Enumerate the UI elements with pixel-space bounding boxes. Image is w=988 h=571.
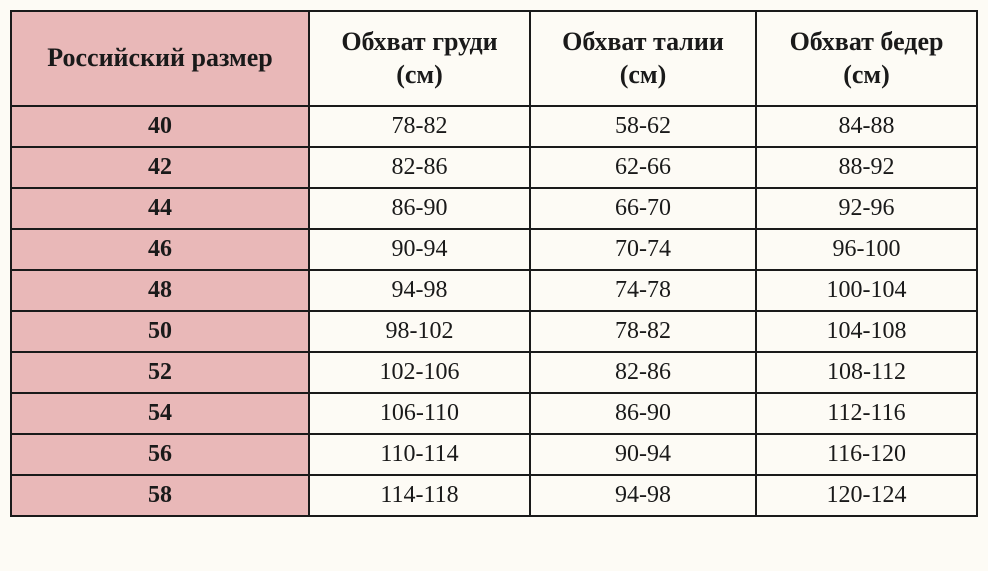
cell-chest: 82-86 [309,147,530,188]
table-row: 44 86-90 66-70 92-96 [11,188,977,229]
cell-waist: 70-74 [530,229,756,270]
cell-size: 48 [11,270,309,311]
size-chart-table: Российский размер Обхват груди (см) Обхв… [10,10,978,517]
cell-size: 50 [11,311,309,352]
cell-size: 46 [11,229,309,270]
cell-chest: 78-82 [309,106,530,147]
cell-hips: 112-116 [756,393,977,434]
cell-waist: 78-82 [530,311,756,352]
cell-hips: 88-92 [756,147,977,188]
cell-size: 42 [11,147,309,188]
col-header-hips: Обхват бедер (см) [756,11,977,106]
cell-size: 52 [11,352,309,393]
cell-waist: 90-94 [530,434,756,475]
cell-waist: 82-86 [530,352,756,393]
cell-hips: 104-108 [756,311,977,352]
cell-waist: 58-62 [530,106,756,147]
cell-hips: 120-124 [756,475,977,516]
cell-hips: 108-112 [756,352,977,393]
table-row: 48 94-98 74-78 100-104 [11,270,977,311]
cell-hips: 96-100 [756,229,977,270]
cell-size: 58 [11,475,309,516]
col-header-waist: Обхват талии (см) [530,11,756,106]
table-row: 50 98-102 78-82 104-108 [11,311,977,352]
cell-waist: 62-66 [530,147,756,188]
cell-waist: 86-90 [530,393,756,434]
cell-size: 56 [11,434,309,475]
cell-hips: 100-104 [756,270,977,311]
cell-chest: 110-114 [309,434,530,475]
cell-hips: 84-88 [756,106,977,147]
table-row: 54 106-110 86-90 112-116 [11,393,977,434]
cell-chest: 94-98 [309,270,530,311]
cell-chest: 86-90 [309,188,530,229]
cell-size: 44 [11,188,309,229]
cell-chest: 90-94 [309,229,530,270]
cell-size: 40 [11,106,309,147]
table-row: 52 102-106 82-86 108-112 [11,352,977,393]
cell-chest: 114-118 [309,475,530,516]
cell-waist: 66-70 [530,188,756,229]
cell-chest: 98-102 [309,311,530,352]
cell-waist: 94-98 [530,475,756,516]
cell-hips: 92-96 [756,188,977,229]
table-row: 58 114-118 94-98 120-124 [11,475,977,516]
table-row: 46 90-94 70-74 96-100 [11,229,977,270]
table-row: 42 82-86 62-66 88-92 [11,147,977,188]
cell-waist: 74-78 [530,270,756,311]
col-header-size: Российский размер [11,11,309,106]
cell-size: 54 [11,393,309,434]
cell-hips: 116-120 [756,434,977,475]
cell-chest: 102-106 [309,352,530,393]
table-header-row: Российский размер Обхват груди (см) Обхв… [11,11,977,106]
col-header-chest: Обхват груди (см) [309,11,530,106]
cell-chest: 106-110 [309,393,530,434]
table-row: 56 110-114 90-94 116-120 [11,434,977,475]
table-row: 40 78-82 58-62 84-88 [11,106,977,147]
